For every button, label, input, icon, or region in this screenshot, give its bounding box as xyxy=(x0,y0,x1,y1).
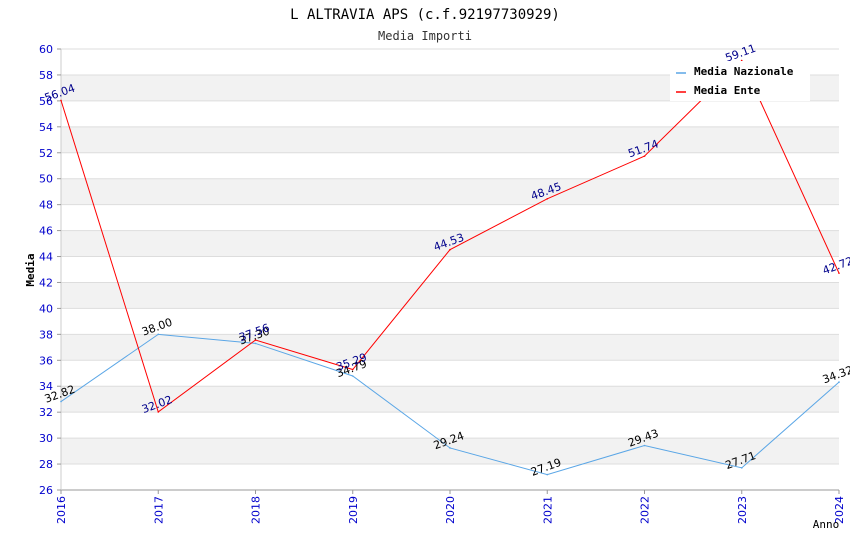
data-point-media-ente xyxy=(838,272,840,274)
data-label-media-ente: 42.72 xyxy=(821,254,850,277)
plot-background-bands xyxy=(61,74,839,465)
x-tick-label: 2021 xyxy=(541,496,554,524)
data-point-media-ente xyxy=(643,155,646,157)
data-point-media-nazionale xyxy=(351,375,354,377)
legend-label-media-nazionale: Media Nazionale xyxy=(694,65,794,78)
y-tick-label: 52 xyxy=(39,147,53,160)
grid-band xyxy=(61,126,839,153)
x-axis-label: Anno xyxy=(813,518,840,531)
data-point-media-ente xyxy=(254,339,257,341)
x-tick-label: 2022 xyxy=(639,496,652,524)
y-tick-label: 26 xyxy=(39,484,53,497)
y-tick-label: 46 xyxy=(39,225,53,238)
y-tick-label: 40 xyxy=(39,302,53,315)
grid-band xyxy=(61,282,839,309)
y-tick-label: 44 xyxy=(39,251,53,264)
x-tick-label: 2018 xyxy=(250,496,263,524)
data-point-media-ente xyxy=(449,248,451,251)
x-tick-label: 2024 xyxy=(833,496,846,524)
y-tick-label: 56 xyxy=(39,95,53,108)
grid-band xyxy=(61,230,839,257)
x-tick-label: 2017 xyxy=(152,496,165,524)
grid-band xyxy=(61,178,839,205)
y-tick-label: 36 xyxy=(39,354,53,367)
y-tick-label: 28 xyxy=(39,458,53,471)
y-tick-label: 50 xyxy=(39,173,53,186)
data-point-media-nazionale xyxy=(643,444,646,447)
y-tick-label: 30 xyxy=(39,432,53,445)
y-tick-label: 54 xyxy=(39,121,53,134)
y-axis-ticks: 26 28 30 32 34 36 38 40 42 44 46 48 50 52 54 56 58 60 xyxy=(39,43,61,497)
data-point-media-ente xyxy=(546,198,549,200)
x-tick-label: 2019 xyxy=(347,496,360,524)
x-axis-ticks: 2016 2017 2018 2019 2020 2021 2022 2023 2024 xyxy=(55,490,846,524)
data-label-media-nazionale: 34.32 xyxy=(821,363,850,386)
data-point-media-ente xyxy=(157,411,160,413)
grid-band xyxy=(61,386,839,413)
legend-box xyxy=(670,61,810,101)
legend: Media Nazionale Media Ente xyxy=(670,61,810,101)
chart-subtitle: Media Importi xyxy=(378,29,472,43)
data-point-media-ente xyxy=(740,59,743,62)
chart-title: L ALTRAVIA APS (c.f.92197730929) xyxy=(290,7,560,23)
grid-band xyxy=(61,334,839,361)
data-point-media-nazionale xyxy=(157,333,160,336)
x-tick-label: 2020 xyxy=(444,496,457,524)
x-tick-label: 2016 xyxy=(55,496,68,524)
series-layer xyxy=(60,59,840,476)
y-tick-label: 32 xyxy=(39,406,53,419)
data-point-media-nazionale xyxy=(838,381,840,383)
y-tick-label: 58 xyxy=(39,69,53,82)
data-point-media-nazionale xyxy=(546,473,549,476)
y-tick-label: 38 xyxy=(39,328,53,341)
data-point-media-nazionale xyxy=(449,447,451,449)
y-tick-label: 60 xyxy=(39,43,53,56)
x-tick-label: 2023 xyxy=(736,496,749,524)
y-tick-label: 34 xyxy=(39,380,53,393)
data-point-media-ente xyxy=(60,99,62,102)
y-axis-label: Media xyxy=(24,253,37,286)
y-tick-label: 42 xyxy=(39,276,53,289)
data-point-media-ente xyxy=(351,368,354,371)
data-point-media-nazionale xyxy=(254,342,257,345)
legend-label-media-ente: Media Ente xyxy=(694,84,761,97)
data-point-media-nazionale xyxy=(740,467,743,469)
grid-band xyxy=(61,438,839,465)
data-point-media-nazionale xyxy=(60,400,62,403)
y-tick-label: 48 xyxy=(39,199,53,212)
grid-lines xyxy=(61,48,839,491)
